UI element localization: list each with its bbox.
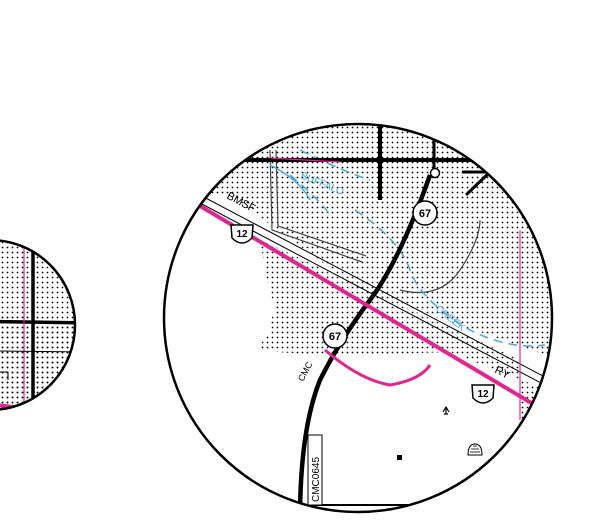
- us-highway-shield-left: 12: [230, 224, 254, 244]
- hatched-feature-icon: [467, 443, 483, 456]
- us-highway-shield-right: 12: [471, 384, 495, 404]
- main-map-border: [162, 122, 554, 514]
- svg-text:67: 67: [329, 331, 341, 343]
- route-code-box: CMC0645: [307, 434, 323, 506]
- state-route-shield-top: 67: [412, 200, 438, 226]
- left-inset-map: [0, 240, 75, 410]
- svg-text:67: 67: [419, 208, 431, 220]
- main-map: [164, 124, 552, 512]
- state-route-shield-mid: 67: [322, 323, 348, 349]
- church-icon: [442, 405, 450, 415]
- svg-text:12: 12: [477, 389, 489, 400]
- left-inset-border: [0, 239, 77, 411]
- route-code-label: CMC0645: [311, 457, 322, 502]
- junction-point-icon: [429, 167, 441, 179]
- county-road-label: CMC: [296, 360, 315, 383]
- building-icon: [397, 455, 402, 460]
- svg-text:12: 12: [236, 229, 248, 240]
